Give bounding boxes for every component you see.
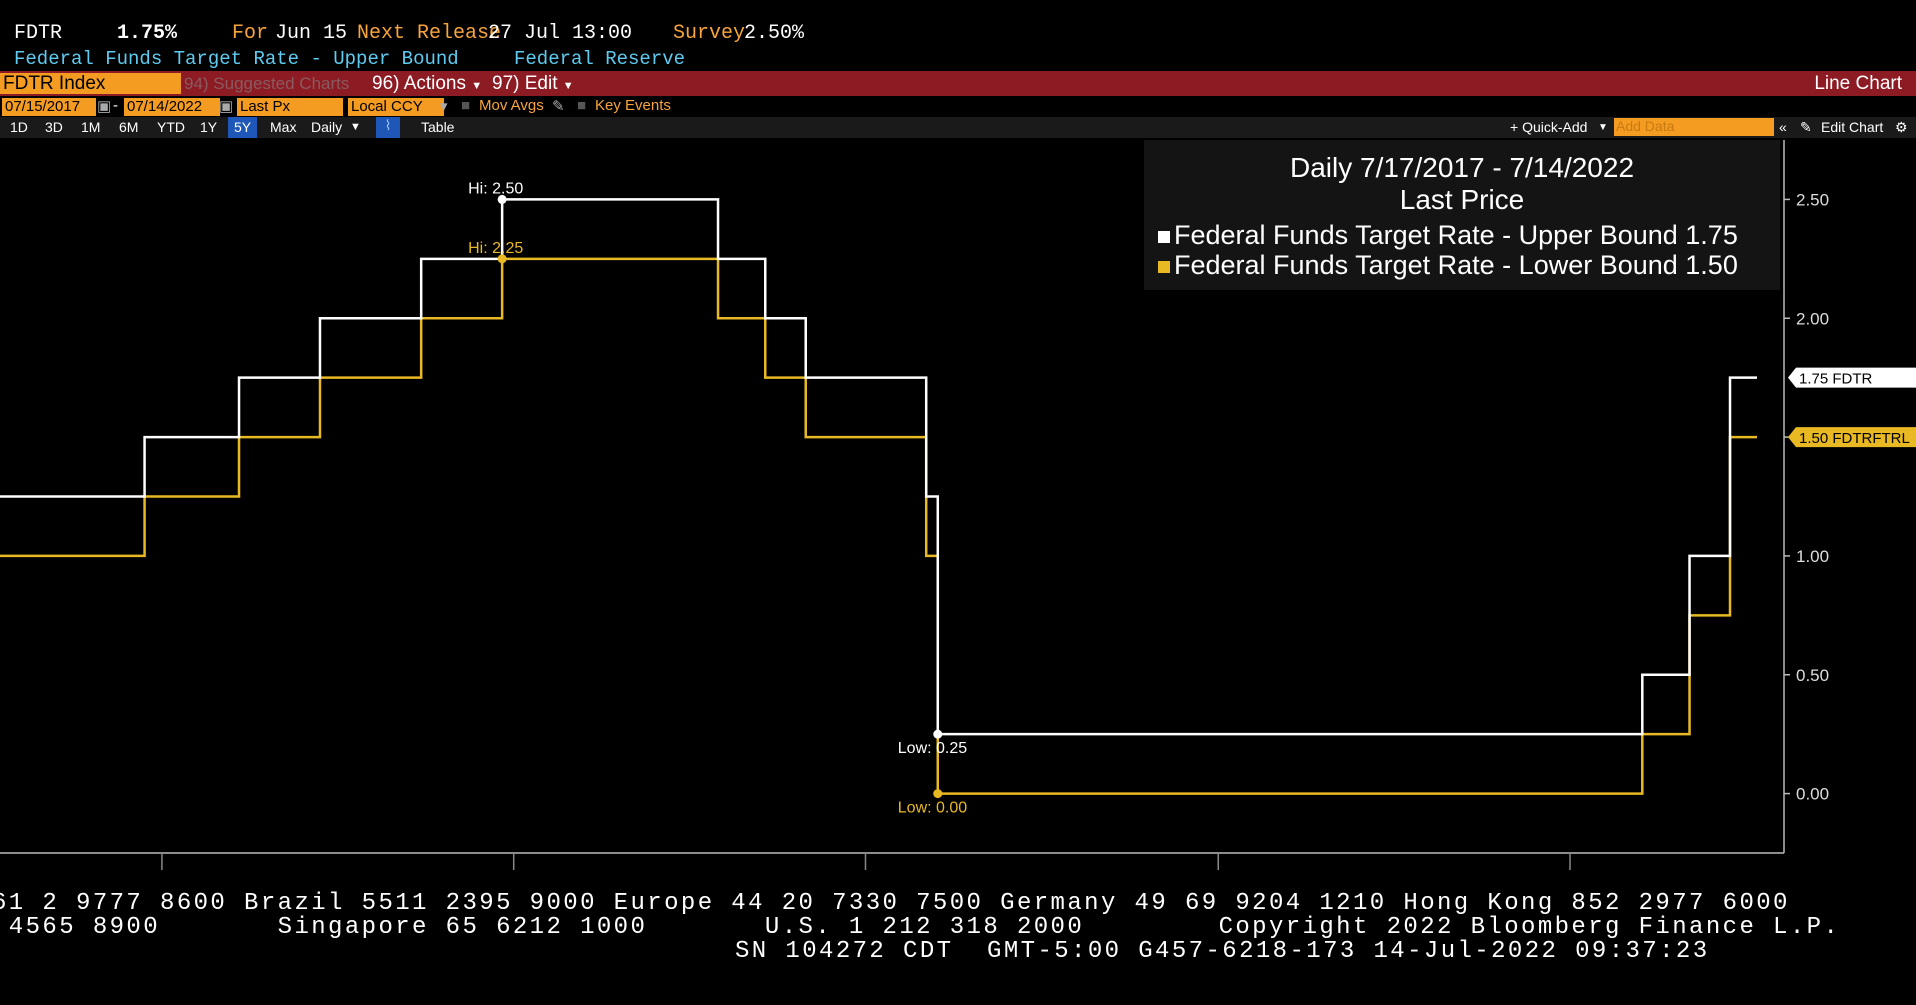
y-tick-label: 0.50 — [1796, 666, 1829, 685]
period-5y[interactable]: 5Y — [228, 117, 258, 138]
next-release-value: 27 Jul 13:00 — [488, 22, 633, 45]
suggested-charts-button[interactable]: 94) Suggested Charts — [184, 74, 350, 93]
series-line-upper — [0, 198, 1757, 736]
low-label-lower: Low: 0.00 — [898, 800, 967, 817]
actions-label: 96) Actions — [372, 73, 466, 94]
frequency-selector[interactable]: Daily — [311, 119, 343, 135]
last-value-label-upper: 1.75 FDTR — [1799, 371, 1873, 388]
x-axis: 201720182019202020212022 — [161, 853, 1571, 870]
low-marker-upper — [933, 729, 943, 739]
legend-date-range: Daily 7/17/2017 - 7/14/2022 — [1289, 152, 1635, 183]
table-button[interactable]: Table — [421, 119, 455, 135]
function-bar: FDTR Index 94) Suggested Charts 96) Acti… — [0, 71, 1916, 96]
y-axis: 2.502.001.501.000.500.00 — [1784, 190, 1829, 804]
actions-menu[interactable]: 96) Actions ▼ — [372, 73, 484, 94]
pencil-icon[interactable]: ✎ — [552, 98, 565, 115]
series-line-lower — [0, 257, 1757, 795]
calendar-icon[interactable]: ▣ — [219, 98, 234, 115]
footer-session-line: SN 104272 CDT GMT-5:00 G457-6218-173 14-… — [735, 938, 1710, 965]
footer: 61 2 9777 8600 Brazil 5511 2395 9000 Eur… — [0, 870, 1916, 970]
header: FDTR 1.75% For Jun 15 Next Release 27 Ju… — [0, 0, 1916, 72]
key-events-toggle[interactable]: Key Events — [595, 97, 671, 114]
edit-menu[interactable]: 97) Edit ▼ — [492, 73, 574, 94]
subtitle: Federal Funds Target Rate - Upper Bound — [14, 48, 459, 70]
last-value-flag-upper — [1788, 367, 1916, 388]
period-toolbar: 1D 3D 1M 6M YTD 1Y 5Y Max Daily ▼ ⌇ Tabl… — [0, 117, 1916, 138]
for-value: Jun 15 — [275, 22, 348, 45]
line-chart: 2.502.001.501.000.500.00 201720182019202… — [0, 140, 1916, 870]
chevron-down-icon: ▼ — [1598, 122, 1608, 133]
checkbox-icon[interactable]: ■ — [461, 97, 471, 114]
legend-swatch-upper — [1158, 230, 1170, 243]
field-selector[interactable]: Last Px — [237, 98, 343, 116]
legend-label-upper: Federal Funds Target Rate - Upper Bound … — [1174, 220, 1738, 250]
chevron-down-icon[interactable]: ▾ — [440, 98, 448, 115]
add-data-input[interactable]: Add Data — [1614, 118, 1774, 136]
y-tick-label: 1.00 — [1796, 547, 1829, 566]
last-value-label-lower: 1.50 FDTRFTRL — [1799, 430, 1910, 447]
hi-marker-lower — [497, 254, 507, 264]
mov-avgs-toggle[interactable]: Mov Avgs — [479, 97, 544, 114]
end-date-field[interactable]: 07/14/2022 — [124, 98, 220, 116]
annotations: Hi: 2.50 Low: 0.25 1.75 FDTR Hi: 2.25 Low: 0… — [468, 180, 1916, 817]
collapse-icon[interactable]: « — [1779, 119, 1787, 135]
chart-legend: Daily 7/17/2017 - 7/14/2022 Last Price F… — [1144, 140, 1780, 290]
for-label: For — [232, 22, 269, 45]
gear-icon[interactable]: ⚙ — [1895, 119, 1908, 135]
next-release-label: Next Release — [357, 22, 502, 45]
ticker-value: 1.75% — [117, 22, 178, 45]
survey-value: 2.50% — [744, 22, 805, 45]
hi-label-upper: Hi: 2.50 — [468, 180, 523, 197]
chevron-down-icon: ▼ — [471, 80, 483, 92]
chevron-down-icon: ▼ — [350, 121, 361, 133]
legend-item-upper[interactable]: Federal Funds Target Rate - Upper Bound … — [1158, 220, 1738, 251]
period-1y[interactable]: 1Y — [200, 119, 218, 135]
line-chart-icon[interactable]: ⌇ — [376, 117, 400, 138]
edit-chart-button[interactable]: Edit Chart — [1821, 119, 1884, 135]
low-marker-lower — [933, 789, 943, 799]
series-layer — [0, 198, 1757, 795]
period-1m[interactable]: 1M — [81, 119, 101, 135]
period-1d[interactable]: 1D — [10, 119, 28, 135]
start-date-field[interactable]: 07/15/2017 — [2, 98, 96, 116]
footer-contacts-line: 61 2 9777 8600 Brazil 5511 2395 9000 Eur… — [0, 890, 1790, 917]
legend-item-lower[interactable]: Federal Funds Target Rate - Lower Bound … — [1158, 250, 1738, 281]
hi-marker-upper — [497, 194, 507, 204]
period-max[interactable]: Max — [270, 119, 297, 135]
legend-label-lower: Federal Funds Target Rate - Lower Bound … — [1174, 250, 1738, 280]
checkbox-icon[interactable]: ■ — [577, 97, 587, 114]
ticker: FDTR — [14, 22, 63, 45]
last-value-flag-lower — [1788, 427, 1916, 448]
index-field[interactable]: FDTR Index — [0, 73, 181, 94]
footer-copyright-line: 4565 8900 Singapore 65 6212 1000 U.S. 1 … — [0, 914, 1841, 941]
calendar-icon[interactable]: ▣ — [97, 98, 112, 115]
period-ytd[interactable]: YTD — [157, 119, 185, 135]
y-tick-label: 2.00 — [1796, 309, 1829, 328]
legend-subtitle: Last Price — [1399, 184, 1525, 215]
y-tick-label: 0.00 — [1796, 785, 1829, 804]
quick-add-button[interactable]: + Quick-Add — [1510, 119, 1588, 135]
survey-label: Survey — [673, 22, 746, 45]
currency-selector[interactable]: Local CCY — [348, 98, 444, 116]
legend-swatch-lower — [1158, 260, 1170, 273]
date-separator: - — [113, 97, 118, 114]
low-label-upper: Low: 0.25 — [898, 740, 967, 757]
pencil-icon[interactable]: ✎ — [1800, 119, 1812, 135]
chevron-down-icon: ▼ — [562, 80, 574, 92]
period-3d[interactable]: 3D — [45, 119, 63, 135]
date-toolbar: 07/15/2017 ▣ - 07/14/2022 ▣ Last Px Loca… — [0, 97, 1916, 117]
period-6m[interactable]: 6M — [119, 119, 139, 135]
chart-type-label: Line Chart — [1814, 73, 1902, 94]
y-tick-label: 2.50 — [1796, 190, 1829, 209]
hi-label-lower: Hi: 2.25 — [468, 240, 523, 257]
source: Federal Reserve — [514, 48, 686, 70]
edit-label: 97) Edit — [492, 73, 558, 94]
